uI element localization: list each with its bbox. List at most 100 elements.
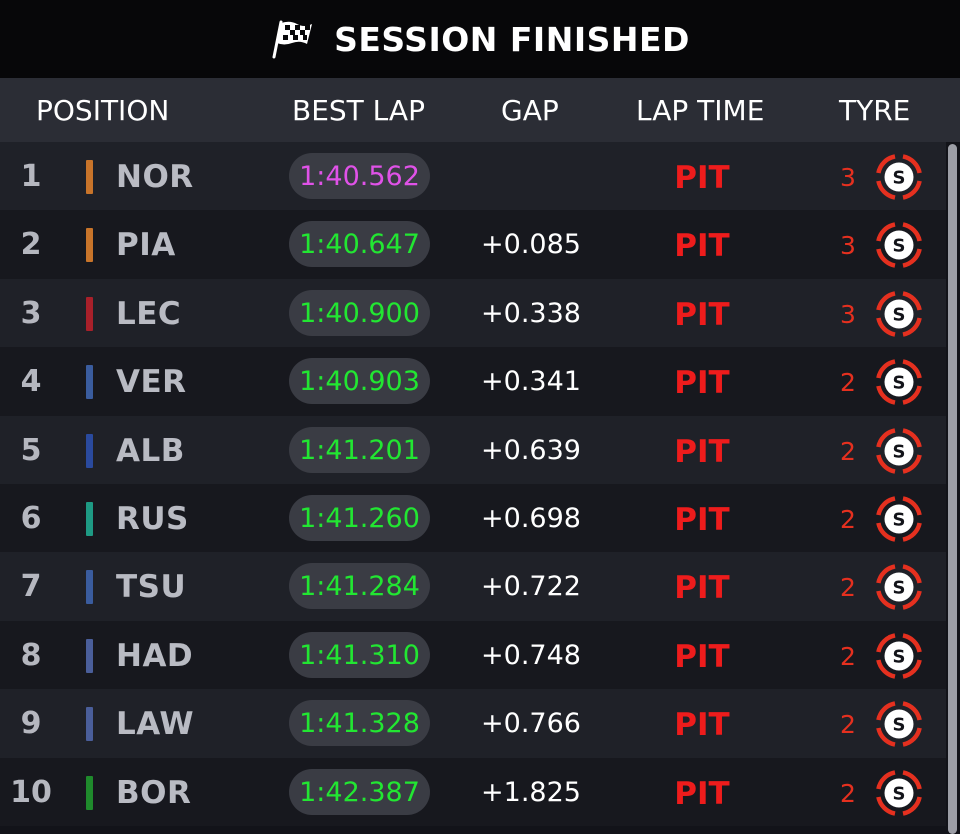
best-lap-pill: 1:42.387 [289,768,430,815]
table-row[interactable]: 3 LEC 1:40.900 +0.338 PIT 3 S [0,278,946,348]
position-number: 7 [20,569,42,605]
team-color-bar [86,228,93,263]
best-lap-pill: 1:41.328 [289,700,430,747]
gap-value: +0.698 [481,502,581,534]
tyre-compound-letter: S [893,304,906,325]
session-banner: SESSION FINISHED [0,0,960,78]
tyre-compound-letter: S [893,715,906,736]
lap-time-status: PIT [674,433,730,470]
position-number: 5 [20,432,42,468]
table-row[interactable]: 8 HAD 1:41.310 +0.748 PIT 2 S [0,620,946,690]
best-lap-pill: 1:41.260 [289,494,430,541]
table-row[interactable]: 6 RUS 1:41.260 +0.698 PIT 2 S [0,483,946,553]
best-lap-pill: 1:40.900 [289,289,430,336]
column-header-tyre[interactable]: TYRE [839,94,911,127]
lap-time-status: PIT [674,228,730,265]
tyre-laps: 2 [840,573,856,603]
tyre-compound-letter: S [893,236,906,257]
tyre-laps: 3 [840,231,856,261]
best-lap-pill: 1:40.562 [289,153,430,199]
lap-time-status: PIT [674,707,730,744]
soft-tyre-icon: S [876,701,922,747]
best-lap-pill: 1:41.310 [289,631,430,678]
tyre-laps: 2 [840,641,856,671]
position-number: 10 [10,774,52,810]
tyre-compound-letter: S [893,646,906,667]
best-lap-pill: 1:41.284 [289,563,430,610]
driver-code: LEC [116,295,182,332]
tyre-compound-letter: S [893,509,906,530]
lap-time-status: PIT [674,570,730,607]
table-row[interactable]: 10 BOR 1:42.387 +1.825 PIT 2 S [0,757,946,826]
soft-tyre-icon: S [876,564,922,611]
soft-tyre-icon: S [876,290,922,337]
driver-code: LAW [116,706,195,743]
position-number: 3 [20,295,42,331]
driver-code: RUS [116,500,189,537]
column-header-row: POSITION BEST LAP GAP LAP TIME TYRE [0,78,960,142]
position-number: 2 [20,227,42,263]
tyre-laps: 2 [840,778,856,808]
page-title: SESSION FINISHED [334,19,690,59]
soft-tyre-icon: S [876,154,922,200]
lap-time-status: PIT [674,296,730,333]
tyre-laps: 2 [840,710,856,740]
soft-tyre-icon: S [876,359,922,405]
gap-value: +1.825 [481,776,581,808]
tyre-laps: 3 [840,163,856,192]
team-color-bar [86,501,93,536]
tyre-compound-letter: S [893,441,906,462]
driver-code: ALB [116,432,185,469]
team-color-bar [86,296,93,331]
timing-table: 1 NOR 1:40.562 PIT 3 S 2 PIA 1:40.647 +0.085 PIT 3 S… [0,142,946,826]
soft-tyre-icon: S [876,496,922,542]
team-color-bar [86,433,93,468]
scrollbar[interactable] [948,144,957,834]
team-color-bar [86,365,93,400]
table-row[interactable]: 4 VER 1:40.903 +0.341 PIT 2 S [0,347,946,416]
best-lap-pill: 1:40.903 [289,358,430,405]
tyre-compound-letter: S [893,578,906,599]
tyre-laps: 2 [840,436,856,466]
tyre-laps: 2 [840,368,856,398]
tyre-laps: 2 [840,504,856,534]
driver-code: TSU [116,569,187,606]
tyre-compound-letter: S [893,168,906,189]
position-number: 4 [20,364,42,400]
gap-value: +0.085 [481,229,581,261]
tyre-compound-letter: S [893,783,906,804]
gap-value: +0.748 [481,639,581,671]
table-row[interactable]: 5 ALB 1:41.201 +0.639 PIT 2 S [0,415,946,484]
gap-value: +0.341 [481,366,581,398]
soft-tyre-icon: S [876,222,922,269]
best-lap-pill: 1:41.201 [289,426,430,473]
lap-time-status: PIT [674,775,730,812]
table-row[interactable]: 7 TSU 1:41.284 +0.722 PIT 2 S [0,552,946,621]
column-header-best-lap[interactable]: BEST LAP [292,94,425,127]
position-number: 1 [20,159,42,194]
team-color-bar [86,570,93,605]
table-row[interactable]: 1 NOR 1:40.562 PIT 3 S [0,142,946,211]
lap-time-status: PIT [674,365,730,402]
column-header-lap-time[interactable]: LAP TIME [636,94,765,127]
gap-value: +0.338 [481,297,581,329]
column-header-gap[interactable]: GAP [501,94,559,127]
driver-code: PIA [116,227,176,264]
driver-code: HAD [116,637,194,674]
table-row[interactable]: 2 PIA 1:40.647 +0.085 PIT 3 S [0,210,946,279]
lap-time-status: PIT [674,501,730,538]
gap-value: +0.722 [481,571,581,603]
gap-value [470,142,592,210]
soft-tyre-icon: S [876,427,922,474]
column-header-position[interactable]: POSITION [36,94,170,127]
soft-tyre-icon: S [876,632,922,679]
driver-code: NOR [116,159,194,195]
lap-time-status: PIT [674,638,730,675]
driver-code: BOR [116,774,192,811]
position-number: 9 [20,706,42,742]
lap-time-status: PIT [674,160,730,196]
position-number: 8 [20,637,42,673]
table-row[interactable]: 9 LAW 1:41.328 +0.766 PIT 2 S [0,689,946,758]
team-color-bar [86,775,93,810]
driver-code: VER [116,364,187,401]
